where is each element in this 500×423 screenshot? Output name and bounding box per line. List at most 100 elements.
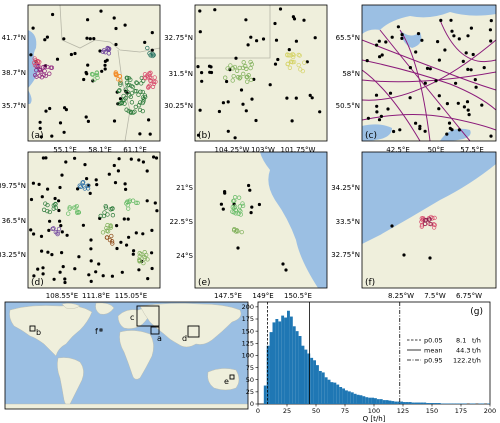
site-marker	[207, 64, 212, 68]
site-marker	[41, 272, 45, 276]
histogram-bar	[345, 390, 348, 404]
detection-marker	[238, 75, 243, 80]
detection-marker	[67, 206, 72, 211]
site-marker	[107, 172, 111, 176]
site-marker	[302, 18, 306, 22]
site-marker	[408, 66, 412, 70]
site-marker	[89, 259, 93, 263]
detection-marker	[231, 73, 236, 79]
detection-marker	[40, 65, 46, 70]
panel-d-land	[28, 152, 160, 288]
legend-unit-mean: t/h	[472, 347, 481, 355]
histogram-bar	[434, 403, 438, 404]
panel-a: (a) 55.1°E 58.1°E 61.1°E 41.7°N 38.7°N 3…	[2, 4, 161, 154]
detection-marker	[45, 202, 50, 208]
detection-marker	[427, 217, 432, 222]
detection-marker	[38, 68, 43, 73]
world-map: a b c d e f	[4, 301, 249, 410]
panel-c-emission-sites	[365, 18, 493, 138]
world-map-label-a: a	[157, 334, 162, 343]
detection-marker	[137, 257, 142, 262]
site-marker	[43, 38, 47, 42]
detection-marker	[144, 252, 149, 258]
histogram-bar	[278, 321, 282, 404]
histogram-bar	[304, 349, 308, 404]
detection-marker	[248, 65, 253, 71]
site-marker	[474, 85, 478, 89]
site-marker	[423, 81, 427, 85]
detection-marker	[81, 179, 86, 185]
site-marker	[86, 63, 90, 67]
histogram-bar	[313, 360, 316, 404]
site-marker	[473, 78, 477, 82]
site-marker	[141, 232, 145, 236]
site-marker	[226, 129, 230, 133]
site-marker	[84, 115, 88, 119]
site-marker	[225, 79, 229, 84]
site-marker	[226, 100, 230, 104]
detection-marker	[237, 65, 242, 71]
site-marker	[150, 228, 154, 232]
panel-d-xtick: 108.55°E	[46, 292, 78, 300]
detection-marker	[34, 74, 39, 79]
site-marker	[63, 106, 67, 110]
pipeline-route	[362, 69, 421, 141]
panel-d-ytick: 39.75°N	[0, 182, 26, 190]
site-marker	[456, 101, 460, 105]
world-map-region-boxes	[29, 305, 235, 380]
pipeline-route	[362, 39, 496, 91]
detection-marker	[126, 75, 132, 81]
histogram-bar	[379, 399, 383, 404]
panel-c-sea	[362, 5, 496, 34]
site-marker	[38, 126, 42, 130]
detection-marker	[74, 203, 79, 209]
site-marker	[249, 211, 253, 215]
histogram-bar	[301, 345, 305, 404]
detection-marker	[239, 229, 244, 235]
histogram-bar	[330, 382, 334, 404]
site-marker	[129, 157, 133, 161]
detection-marker	[134, 80, 140, 86]
region-box-f	[99, 328, 103, 332]
histogram-bar	[420, 402, 424, 404]
histogram-bar	[295, 331, 299, 404]
histogram-bar	[408, 402, 412, 404]
site-marker	[400, 33, 404, 37]
world-map-label-f: f	[95, 327, 98, 336]
site-marker	[155, 209, 159, 213]
site-marker	[217, 109, 221, 114]
site-marker	[150, 30, 154, 35]
region-box-d	[187, 325, 200, 338]
site-marker	[145, 199, 149, 203]
detection-marker	[302, 60, 307, 65]
histogram-bar	[385, 400, 389, 404]
site-marker	[466, 108, 470, 112]
panel-c-label: (c)	[365, 131, 377, 141]
site-marker	[244, 109, 248, 113]
site-marker	[489, 134, 493, 138]
panel-e-xtick: 147.5°E	[214, 292, 242, 300]
panel-b-ytick: 31.5°N	[169, 70, 193, 78]
detection-marker	[238, 209, 243, 214]
histogram-bar	[423, 402, 427, 404]
histogram-bar	[362, 396, 366, 404]
site-marker	[437, 58, 441, 62]
site-marker	[112, 163, 116, 168]
histogram-bar	[388, 400, 392, 404]
detection-marker	[127, 82, 132, 88]
detection-marker	[139, 81, 144, 86]
site-marker	[390, 35, 394, 39]
legend-value-p05: 8.1	[456, 337, 466, 345]
detection-marker	[240, 203, 246, 209]
detection-marker	[245, 74, 250, 80]
y-tick-label: 150	[242, 327, 254, 335]
histogram-bar	[414, 402, 418, 404]
site-marker	[439, 18, 443, 22]
site-marker	[461, 59, 465, 64]
detection-marker	[291, 52, 296, 58]
panel-f-label: (f)	[365, 278, 375, 288]
detection-marker	[118, 80, 123, 86]
site-marker	[398, 128, 402, 132]
site-marker	[88, 37, 92, 41]
